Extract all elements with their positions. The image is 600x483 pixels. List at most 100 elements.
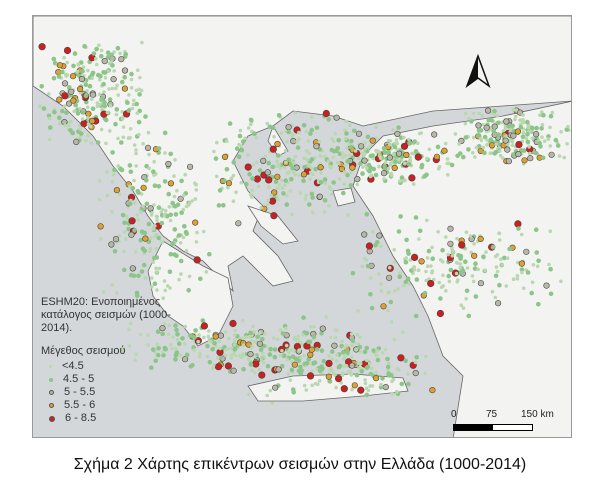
scale-label-150: 150 km (521, 409, 554, 420)
epicenter-point (373, 375, 380, 382)
epicenter-point (265, 363, 271, 369)
epicenter-point (379, 382, 383, 387)
epicenter-point (495, 132, 501, 137)
epicenter-point (279, 178, 284, 183)
epicenter-point (514, 220, 522, 228)
epicenter-point (514, 108, 519, 112)
epicenter-point (122, 267, 127, 273)
epicenter-point (333, 328, 338, 332)
epicenter-point (309, 191, 315, 197)
epicenter-point (471, 151, 475, 155)
epicenter-point (463, 135, 469, 140)
epicenter-point (97, 92, 102, 97)
epicenter-point (327, 378, 332, 384)
epicenter-point (274, 173, 281, 180)
epicenter-point (61, 80, 69, 87)
epicenter-point (246, 153, 250, 157)
epicenter-point (115, 83, 119, 88)
epicenter-point (476, 267, 480, 272)
epicenter-point (81, 65, 86, 69)
epicenter-point (392, 144, 398, 150)
epicenter-point (345, 172, 350, 178)
epicenter-point (279, 131, 284, 135)
epicenter-point (168, 151, 173, 157)
epicenter-point (541, 112, 546, 118)
epicenter-point (194, 240, 199, 244)
epicenter-point (463, 111, 468, 116)
epicenter-point (396, 229, 402, 234)
epicenter-point (522, 286, 526, 291)
epicenter-point (486, 142, 490, 147)
epicenter-point (284, 343, 289, 348)
epicenter-point (355, 332, 360, 337)
epicenter-point (178, 258, 184, 264)
epicenter-point (363, 381, 368, 386)
epicenter-point (91, 51, 97, 56)
epicenter-point (382, 150, 388, 155)
epicenter-point (377, 164, 381, 169)
epicenter-point (380, 303, 387, 310)
epicenter-point (260, 157, 267, 164)
epicenter-point (250, 368, 254, 373)
epicenter-point (365, 134, 371, 140)
epicenter-point (531, 263, 536, 267)
epicenter-point (257, 168, 263, 173)
epicenter-point (166, 332, 171, 337)
epicenter-point (302, 383, 307, 388)
epicenter-point (536, 301, 541, 307)
epicenter-point (540, 155, 546, 161)
epicenter-point (347, 153, 352, 157)
epicenter-point (518, 124, 524, 130)
epicenter-point (492, 113, 497, 117)
epicenter-point (423, 371, 428, 376)
epicenter-point (64, 110, 69, 115)
epicenter-point (350, 355, 354, 359)
epicenter-point (407, 282, 411, 286)
epicenter-point (258, 371, 266, 379)
epicenter-point (268, 197, 277, 205)
epicenter-point (316, 382, 320, 387)
epicenter-point (151, 260, 155, 264)
legend-item: 4.5 - 5 (41, 373, 181, 386)
legend-label: 4.5 - 5 (63, 373, 95, 385)
epicenter-point (386, 138, 391, 143)
epicenter-point (262, 355, 266, 359)
epicenter-point (389, 161, 394, 165)
epicenter-point (271, 189, 278, 196)
epicenter-point (200, 318, 206, 323)
epicenter-point (101, 290, 106, 294)
epicenter-point (419, 162, 425, 168)
epicenter-point (241, 318, 245, 323)
epicenter-point (546, 134, 551, 139)
epicenter-point (407, 137, 411, 142)
epicenter-point (135, 213, 140, 217)
epicenter-point (371, 348, 377, 353)
epicenter-point (231, 160, 236, 165)
epicenter-point (250, 176, 255, 181)
epicenter-point (167, 269, 173, 275)
epicenter-point (304, 193, 308, 198)
epicenter-point (217, 339, 222, 344)
epicenter-point (319, 325, 326, 332)
epicenter-point (314, 125, 320, 131)
epicenter-point (75, 111, 81, 116)
epicenter-point (464, 288, 470, 294)
epicenter-point (217, 188, 223, 193)
epicenter-point (482, 150, 487, 156)
epicenter-point (241, 343, 246, 348)
epicenter-point (120, 110, 125, 114)
epicenter-point (109, 52, 114, 58)
epicenter-point (412, 265, 417, 269)
epicenter-point (559, 279, 563, 284)
epicenter-point (146, 221, 152, 227)
epicenter-point (136, 68, 140, 72)
epicenter-point (403, 279, 409, 285)
epicenter-point (290, 165, 295, 171)
epicenter-point (548, 151, 555, 158)
epicenter-point (386, 274, 393, 281)
epicenter-point (424, 354, 428, 359)
epicenter-point (114, 107, 120, 112)
epicenter-point (252, 354, 257, 359)
epicenter-point (162, 321, 167, 326)
epicenter-point (162, 279, 167, 283)
